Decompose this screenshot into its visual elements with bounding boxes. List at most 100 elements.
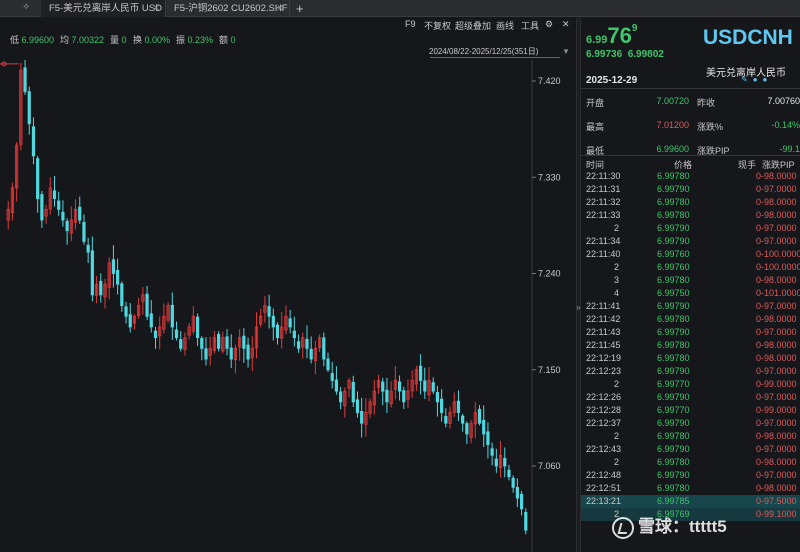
table-row[interactable]: 2 6.99780 0 -98.0000 — [581, 456, 800, 469]
tick-price: 6.99790 — [657, 470, 690, 480]
divider — [581, 88, 800, 89]
close-icon[interactable]: ✕ — [562, 19, 570, 29]
close-icon[interactable]: ✕ — [152, 3, 160, 13]
star-icon[interactable]: ● — [762, 75, 773, 84]
tick-price: 6.99750 — [657, 288, 690, 298]
candle-body — [427, 380, 431, 396]
table-row[interactable]: 2 6.99760 0 -100.0000 — [581, 261, 800, 274]
tick-pip: -97.0000 — [761, 392, 797, 402]
watermark: 雪球：ttttt5 — [612, 512, 727, 539]
table-row[interactable]: 22:12:19 6.99780 0 -98.0000 — [581, 352, 800, 365]
chevron-right-icon[interactable]: » — [576, 303, 581, 312]
instrument-name: 美元兑离岸人民币 — [706, 68, 786, 79]
quote-row: 开盘 7.00720 昨收 7.00760 — [581, 96, 800, 110]
tick-volume: 0 — [756, 210, 762, 220]
tick-volume: 0 — [756, 288, 762, 298]
add-tab-button[interactable]: + — [296, 1, 304, 16]
candle-body — [524, 511, 528, 531]
table-row[interactable]: 22:11:43 6.99790 0 -97.0000 — [581, 326, 800, 339]
table-row[interactable]: 2 6.99769 0 -99.1000 — [581, 508, 800, 521]
tick-volume: 0 — [756, 353, 762, 363]
gear-icon[interactable]: ⚙ — [545, 19, 554, 29]
table-row[interactable]: 22:11:41 6.99790 0 -97.0000 — [581, 300, 800, 313]
panel-icons[interactable]: ✎●● — [741, 75, 772, 84]
tick-price: 6.99770 — [657, 379, 690, 389]
tick-price: 6.99790 — [657, 301, 690, 311]
candle-body — [507, 469, 511, 478]
stat-amount: 额 0 — [219, 35, 236, 45]
candle-body — [389, 390, 393, 405]
tick-volume: 0 — [756, 509, 762, 519]
tick-pip: -98.0000 — [761, 483, 797, 493]
candle-body — [519, 493, 524, 510]
candle-body — [217, 334, 221, 349]
candle-body — [263, 305, 267, 313]
stat-avg: 均 7.00322 — [60, 35, 105, 45]
edit-icon[interactable]: ✎ — [741, 75, 753, 84]
candle-body — [57, 200, 61, 210]
candle-body — [52, 190, 57, 200]
candle-body — [40, 194, 44, 221]
tick-time: 22:11:33 — [586, 210, 621, 220]
close-icon[interactable]: ✕ — [276, 3, 284, 13]
candle-body — [490, 448, 494, 456]
tick-time: 22:11:40 — [586, 249, 621, 259]
table-row[interactable]: 22:12:51 6.99780 0 -98.0000 — [581, 482, 800, 495]
candle-body — [284, 315, 288, 331]
table-row[interactable]: 4 6.99750 0 -101.0000 — [581, 287, 800, 300]
tick-table-header: 时间 价格 现手 涨跌PIP — [581, 158, 800, 170]
candle-body — [200, 337, 204, 349]
candle-body — [120, 283, 124, 306]
candle-body — [452, 401, 456, 413]
date-range[interactable]: 2024/08/22-2025/12/25(351日) — [429, 47, 539, 56]
table-row[interactable]: 22:12:23 6.99790 0 -97.0000 — [581, 365, 800, 378]
candle-body — [477, 408, 482, 424]
candle-body — [423, 380, 427, 392]
table-row[interactable]: 22:11:34 6.99790 0 -97.0000 — [581, 235, 800, 248]
panel-splitter[interactable] — [576, 18, 581, 552]
candle-body — [515, 487, 519, 499]
table-row[interactable]: 22:11:32 6.99780 0 -98.0000 — [581, 196, 800, 209]
tick-time: 22:12:19 — [586, 353, 622, 363]
table-row[interactable]: 22:13:21 6.99785 0 -97.5000 — [581, 495, 800, 508]
no-adjust-button[interactable]: 不复权 — [424, 21, 452, 31]
table-row[interactable]: 22:12:43 6.99790 0 -97.0000 — [581, 443, 800, 456]
table-row[interactable]: 22:11:45 6.99780 0 -98.0000 — [581, 339, 800, 352]
table-row[interactable]: 2 6.99770 0 -99.0000 — [581, 378, 800, 391]
pin-icon[interactable]: ✧ — [22, 2, 31, 13]
overlay-button[interactable]: 超级叠加 — [455, 21, 492, 31]
table-row[interactable]: 22:12:26 6.99790 0 -97.0000 — [581, 391, 800, 404]
table-row[interactable]: 2 6.99780 0 -98.0000 — [581, 430, 800, 443]
tick-volume: 0 — [756, 470, 762, 480]
table-row[interactable]: 22:11:30 6.99780 0 -98.0000 — [581, 170, 800, 183]
tick-time: 22:11:41 — [586, 301, 621, 311]
table-row[interactable]: 22:12:28 6.99770 0 -99.0000 — [581, 404, 800, 417]
candlestick-chart[interactable]: 7.420 7.330 7.240 7.150 7.060 — [0, 60, 576, 552]
bell-icon[interactable]: ● — [752, 75, 763, 84]
table-row[interactable]: 22:11:42 6.99780 0 -98.0000 — [581, 313, 800, 326]
table-row[interactable]: 2 6.99790 0 -97.0000 — [581, 222, 800, 235]
tab-cu2602[interactable]: F5-沪铜2602 CU2602.SHF ✕ — [166, 0, 290, 17]
quote-value: 7.01200 — [656, 120, 689, 130]
chart-canvas[interactable]: 7.420 7.330 7.240 7.150 7.060 — [0, 60, 576, 552]
table-row[interactable]: 3 6.99780 0 -98.0000 — [581, 274, 800, 287]
table-row[interactable]: 22:11:40 6.99760 0 -100.0000 — [581, 248, 800, 261]
chevron-down-icon[interactable]: ▼ — [562, 47, 570, 56]
tick-price: 6.99780 — [657, 314, 690, 324]
table-row[interactable]: 22:11:31 6.99790 0 -97.0000 — [581, 183, 800, 196]
candle-body — [242, 335, 246, 349]
tick-price: 6.99770 — [657, 405, 690, 415]
table-row[interactable]: 22:12:37 6.99790 0 -97.0000 — [581, 417, 800, 430]
tools-button[interactable]: 工具 — [521, 21, 540, 31]
draw-line-button[interactable]: 画线 — [496, 21, 515, 31]
tab-usdcnh[interactable]: F5-美元兑离岸人民币 USD ✕ — [41, 0, 166, 17]
table-row[interactable]: 22:12:48 6.99790 0 -97.0000 — [581, 469, 800, 482]
tick-price: 6.99760 — [657, 262, 690, 272]
table-row[interactable]: 22:11:33 6.99780 0 -98.0000 — [581, 209, 800, 222]
candle-body — [183, 337, 187, 350]
candle-body — [61, 211, 65, 221]
f9-button[interactable]: F9 — [405, 19, 416, 29]
tick-pip: -97.0000 — [761, 223, 797, 233]
candle-body — [73, 208, 78, 223]
divider — [581, 155, 800, 156]
